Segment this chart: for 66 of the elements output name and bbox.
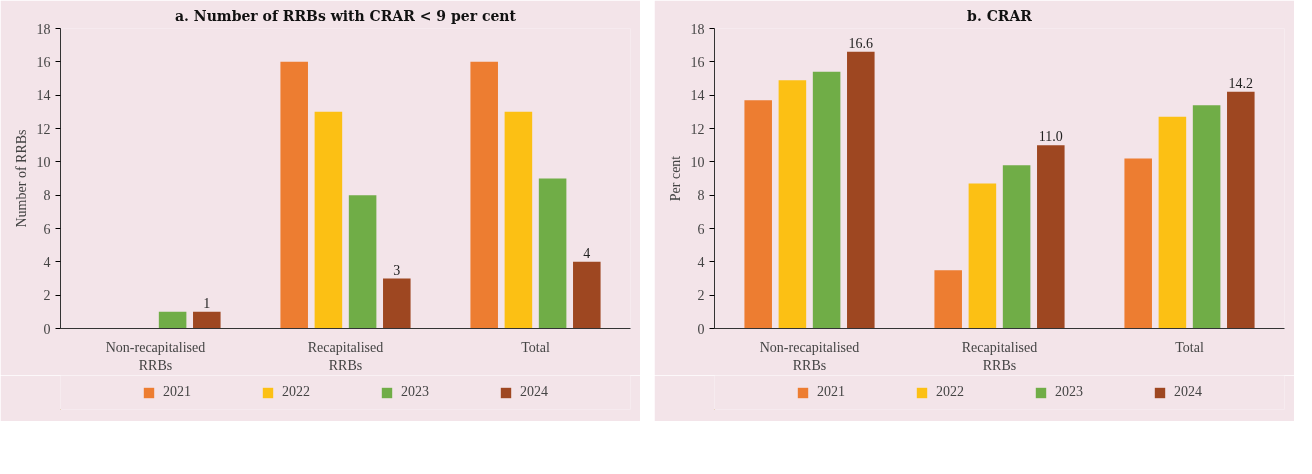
y-tick-label: 14: [690, 88, 705, 104]
bar: [1037, 145, 1065, 329]
bar: [573, 261, 601, 329]
legend-label: 2024: [520, 384, 548, 400]
bar: [538, 178, 567, 329]
y-tick-label: 18: [36, 21, 51, 37]
y-tick-label: 12: [690, 121, 705, 137]
y-tick-label: 2: [43, 288, 51, 304]
bar: [968, 183, 997, 329]
y-tick-label: 6: [43, 221, 51, 237]
y-tick-label: 0: [43, 321, 51, 337]
y-tick-label: 10: [690, 154, 705, 170]
bar: [280, 61, 308, 329]
bar: [1227, 91, 1255, 329]
y-axis-title: Number of RRBs: [13, 129, 29, 228]
x-tick-label: Recapitalised RRBs: [307, 339, 384, 373]
legend-label: 2024: [1174, 384, 1202, 400]
y-tick-label: 8: [43, 188, 51, 204]
bar: [744, 100, 772, 329]
bar: [847, 51, 875, 329]
data-label: 11.0: [1038, 129, 1063, 145]
y-tick-label: 18: [690, 21, 705, 37]
y-tick-label: 6: [697, 221, 705, 237]
y-tick-label: 2: [697, 288, 705, 304]
y-tick-label: 14: [36, 88, 51, 104]
y-tick-label: 16: [690, 54, 705, 70]
bar: [778, 80, 807, 329]
data-label: 16.6: [848, 35, 874, 51]
legend-label: 2022: [282, 384, 310, 400]
data-label: 1: [203, 295, 211, 311]
data-label: 14.2: [1228, 75, 1254, 91]
bar: [504, 111, 533, 329]
y-tick-label: 12: [36, 121, 51, 137]
y-tick-label: 16: [36, 54, 51, 70]
bar: [812, 71, 841, 329]
data-label: 3: [393, 262, 401, 278]
chart-title: a. Number of RRBs with CRAR < 9 per cent: [175, 7, 517, 24]
bar: [158, 311, 187, 329]
legend-label: 2023: [1055, 384, 1083, 400]
chart-title: b. CRAR: [967, 7, 1033, 24]
legend-label: 2021: [817, 384, 845, 400]
bar: [348, 195, 377, 329]
bar: [470, 61, 498, 329]
x-tick-label: Non-recapitalised RRBs: [105, 339, 206, 373]
y-tick-label: 10: [36, 154, 51, 170]
bar: [1192, 105, 1221, 329]
legend-label: 2023: [401, 384, 429, 400]
bar: [1002, 165, 1031, 329]
bar: [314, 111, 343, 329]
bar: [383, 278, 411, 329]
x-tick-label: Non-recapitalised RRBs: [759, 339, 860, 373]
x-tick-label: Recapitalised RRBs: [961, 339, 1038, 373]
legend-label: 2022: [936, 384, 964, 400]
bar: [193, 311, 221, 329]
bar: [1158, 116, 1187, 329]
y-tick-label: 4: [43, 254, 51, 270]
data-label: 4: [583, 245, 591, 261]
bar: [1124, 158, 1152, 329]
y-tick-label: 0: [697, 321, 705, 337]
bar: [934, 270, 962, 329]
legend-label: 2021: [163, 384, 191, 400]
y-tick-label: 8: [697, 188, 705, 204]
x-tick-label: Total: [521, 339, 550, 355]
y-tick-label: 4: [697, 254, 705, 270]
x-tick-label: Total: [1175, 339, 1204, 355]
y-axis-title: Per cent: [667, 155, 683, 202]
